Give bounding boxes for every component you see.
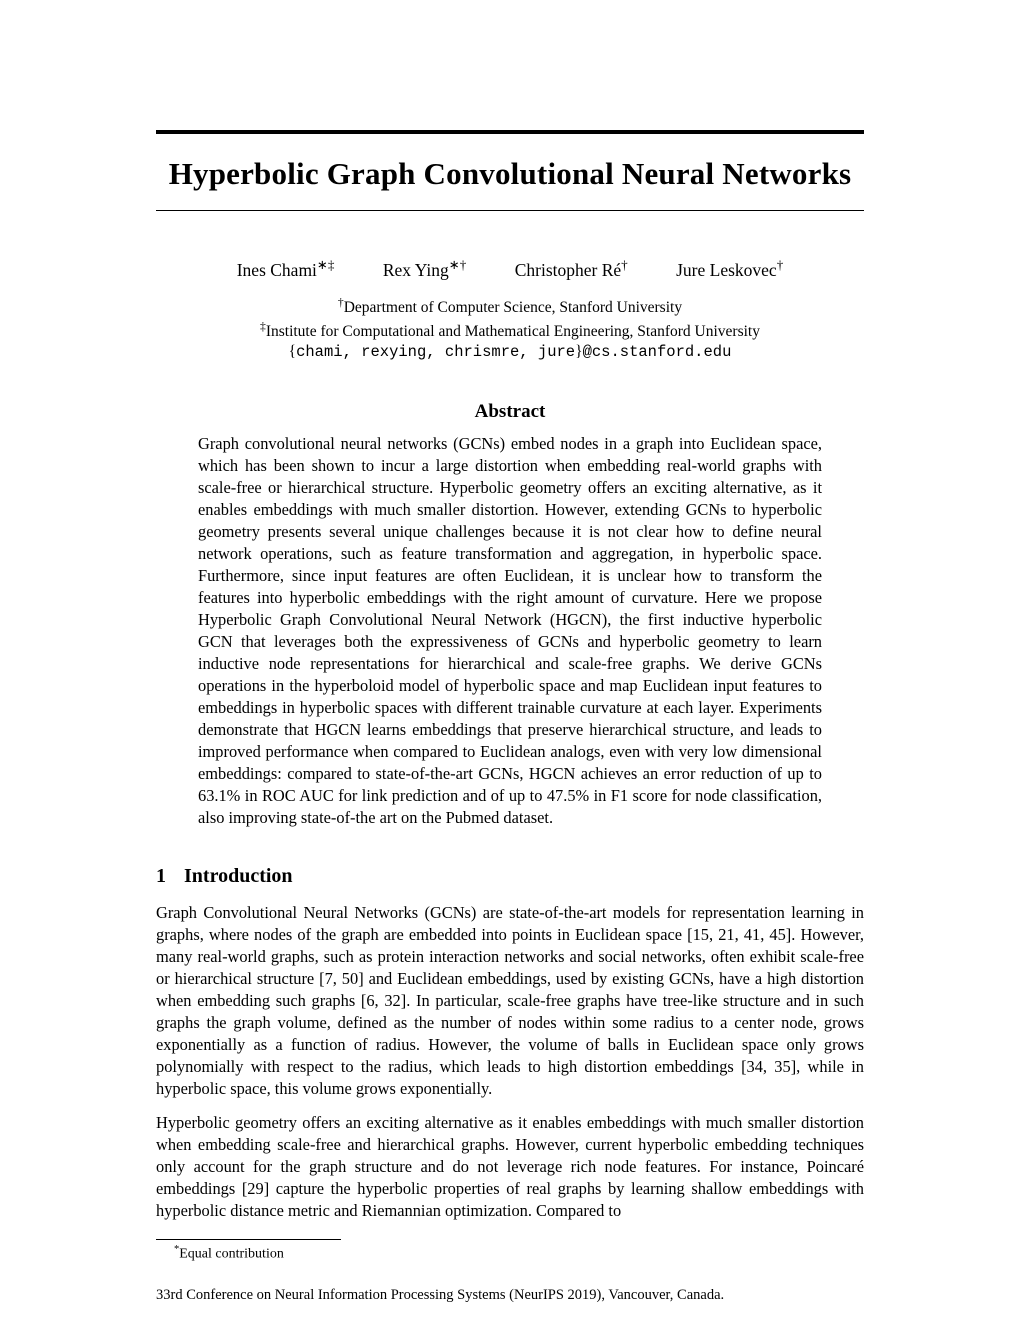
section-1-number: 1 — [156, 865, 184, 888]
email-names: chami, rexying, chrismre, jure — [296, 343, 575, 361]
paper-title: Hyperbolic Graph Convolutional Neural Ne… — [156, 156, 864, 192]
author-2-marks: ∗† — [449, 257, 467, 272]
author-1-name: Ines Chami — [237, 260, 317, 280]
author-2: Rex Ying∗† — [383, 257, 467, 281]
author-1-marks: ∗‡ — [317, 257, 335, 272]
abstract-heading: Abstract — [156, 401, 864, 423]
author-3-marks: † — [621, 257, 628, 272]
author-4-marks: † — [777, 257, 784, 272]
venue-line: 33rd Conference on Neural Information Pr… — [156, 1287, 864, 1304]
paper-page: Hyperbolic Graph Convolutional Neural Ne… — [0, 0, 1020, 1320]
author-2-name: Rex Ying — [383, 260, 449, 280]
affil-2-text: Institute for Computational and Mathemat… — [266, 323, 760, 340]
intro-paragraph-1: Graph Convolutional Neural Networks (GCN… — [156, 902, 864, 1100]
affiliation-block: †Department of Computer Science, Stanfor… — [156, 295, 864, 343]
footnote-equal-contribution: *Equal contribution — [174, 1244, 864, 1263]
intro-paragraph-2: Hyperbolic geometry offers an exciting a… — [156, 1112, 864, 1222]
email-open-brace: { — [289, 343, 296, 360]
section-1-heading: 1Introduction — [156, 865, 864, 888]
abstract-text: Graph convolutional neural networks (GCN… — [198, 433, 822, 829]
title-under-rule — [156, 210, 864, 211]
email-close-brace: } — [575, 343, 582, 360]
email-domain: @cs.stanford.edu — [583, 343, 732, 361]
affiliation-line-2: ‡Institute for Computational and Mathema… — [156, 319, 864, 343]
footnote-rule — [156, 1239, 341, 1240]
affil-1-text: Department of Computer Science, Stanford… — [344, 299, 682, 316]
author-1: Ines Chami∗‡ — [237, 257, 335, 281]
author-line: Ines Chami∗‡ Rex Ying∗† Christopher Ré† … — [156, 257, 864, 281]
section-1-title: Introduction — [184, 865, 293, 887]
author-3: Christopher Ré† — [515, 257, 628, 281]
author-3-name: Christopher Ré — [515, 260, 621, 280]
affiliation-line-1: †Department of Computer Science, Stanfor… — [156, 295, 864, 319]
top-rule-thick — [156, 130, 864, 134]
author-4: Jure Leskovec† — [676, 257, 783, 281]
email-line: {chami, rexying, chrismre, jure}@cs.stan… — [156, 343, 864, 361]
footnote-text: Equal contribution — [179, 1247, 284, 1262]
author-4-name: Jure Leskovec — [676, 260, 777, 280]
